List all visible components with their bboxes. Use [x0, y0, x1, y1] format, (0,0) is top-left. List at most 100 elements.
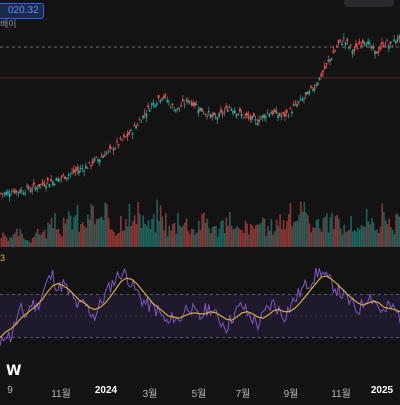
candle-body — [310, 86, 312, 88]
candle-body — [230, 109, 232, 111]
volume-bar — [255, 225, 257, 247]
candle-body — [2, 194, 4, 195]
volume-bar — [46, 238, 48, 247]
candle-body — [201, 108, 203, 111]
candle-body — [75, 170, 77, 171]
candle-body — [244, 114, 246, 115]
volume-bar — [97, 219, 99, 247]
candle-body — [236, 114, 238, 116]
candle-body — [26, 185, 28, 186]
volume-bar — [9, 237, 11, 247]
candle-body — [56, 178, 58, 181]
volume-bar — [165, 213, 167, 247]
volume-bar — [227, 226, 229, 247]
volume-bar — [113, 232, 115, 247]
volume-bar — [115, 236, 117, 247]
volume-bar — [92, 206, 94, 247]
x-axis-label: 2025 — [371, 385, 393, 396]
x-axis-label: 3월 — [143, 385, 158, 400]
volume-bar — [355, 232, 357, 247]
volume-bar — [212, 227, 214, 247]
candle-body — [142, 115, 144, 118]
candle-body — [71, 172, 73, 173]
candle-body — [222, 113, 224, 114]
top-tab[interactable] — [344, 0, 394, 7]
candle-body — [390, 41, 392, 43]
volume-bar — [44, 230, 46, 247]
candle-body — [262, 115, 264, 117]
volume-bar — [201, 214, 203, 247]
candle-body — [156, 103, 158, 105]
oscillator-pane — [0, 268, 400, 346]
volume-bar — [307, 215, 309, 247]
candle-body — [0, 193, 2, 194]
price-badge[interactable]: 020.32 — [0, 3, 44, 19]
candle-body — [184, 105, 186, 106]
candle-body — [28, 187, 30, 189]
volume-bar — [170, 231, 172, 247]
candle-body — [104, 155, 106, 157]
volume-bar — [18, 236, 20, 247]
volume-bar — [262, 218, 264, 247]
candle-body — [165, 95, 167, 96]
volume-bar — [80, 224, 82, 247]
volume-bar — [168, 226, 170, 247]
volume-bar — [32, 238, 34, 247]
candle-body — [33, 182, 35, 185]
candle-body — [99, 160, 101, 163]
volume-bar — [286, 221, 288, 247]
candle-body — [19, 190, 21, 193]
volume-bar — [101, 217, 103, 247]
volume-bar — [7, 241, 9, 247]
candle-body — [379, 47, 381, 50]
candle-body — [372, 48, 374, 49]
candle-body — [307, 92, 309, 94]
candle-body — [30, 190, 32, 192]
volume-bar — [184, 223, 186, 247]
volume-bar — [357, 228, 359, 247]
volume-bar — [205, 223, 207, 247]
candle-body — [175, 109, 177, 111]
volume-bar — [312, 227, 314, 247]
volume-bar — [246, 224, 248, 247]
volume-bar — [132, 221, 134, 247]
candle-body — [50, 179, 52, 181]
volume-bar — [324, 217, 326, 247]
volume-bar — [354, 230, 356, 247]
volume-bar — [82, 222, 84, 247]
volume-bar — [189, 234, 191, 247]
volume-bar — [151, 219, 153, 247]
candle-body — [152, 102, 154, 104]
candle-body — [114, 148, 116, 149]
volume-bar — [160, 205, 162, 247]
candle-body — [113, 149, 115, 151]
candle-body — [102, 156, 104, 158]
volume-bar — [229, 212, 231, 247]
volume-bar — [222, 220, 224, 247]
candle-body — [388, 45, 390, 48]
candle-body — [206, 116, 208, 117]
candle-body — [52, 182, 54, 185]
candle-body — [364, 42, 366, 44]
volume-bar — [122, 231, 124, 247]
candle-body — [80, 168, 82, 169]
volume-bar — [314, 228, 316, 247]
volume-bar — [193, 229, 195, 247]
candle-body — [130, 130, 132, 131]
candle-body — [275, 111, 277, 114]
volume-bar — [188, 231, 190, 247]
volume-bar — [371, 218, 373, 247]
candle-body — [378, 51, 380, 53]
volume-bar — [47, 223, 49, 247]
candle-body — [54, 184, 56, 185]
candle-body — [289, 108, 291, 109]
volume-bar — [248, 234, 250, 247]
candle-body — [191, 102, 193, 105]
volume-bar — [236, 226, 238, 247]
volume-bar — [163, 230, 165, 247]
candle-body — [40, 184, 42, 185]
candle-body — [132, 133, 134, 134]
volume-bar — [274, 231, 276, 247]
